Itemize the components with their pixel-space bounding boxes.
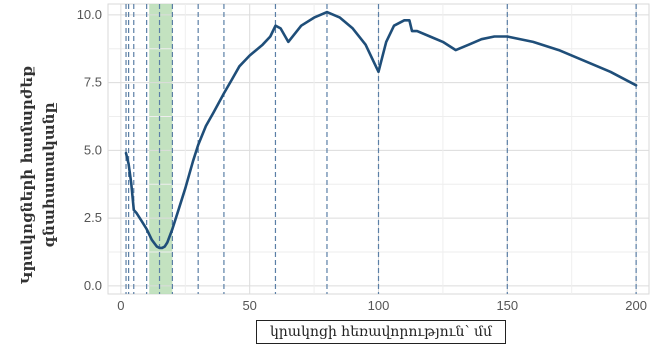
series-layer [124, 10, 638, 250]
highlight-band [149, 4, 173, 294]
x-tick-label: 50 [242, 298, 256, 313]
y-axis-title-line-2: գնահատականը [40, 103, 58, 248]
y-tick-label: 0.0 [84, 278, 102, 293]
x-tick-label: 200 [625, 298, 647, 313]
highlight-band-layer [149, 4, 173, 294]
y-tick-label: 7.5 [84, 75, 102, 90]
x-tick-label: 0 [117, 298, 124, 313]
x-tick-label: 150 [496, 298, 518, 313]
x-axis-title: կրակոցի հեռավորություն՝ մմ [256, 320, 506, 344]
series-line [124, 10, 638, 250]
y-tick-label: 10.0 [77, 7, 102, 22]
y-tick-labels: 0.0 2.5 5.0 7.5 10.0 [77, 7, 102, 293]
y-axis-title: Կրակոցների համարժեք գնահատականը [18, 66, 58, 284]
x-tick-labels: 0 50 100 150 200 [117, 298, 647, 313]
y-axis-title-line-1: Կրակոցների համարժեք [18, 66, 36, 284]
y-tick-label: 5.0 [84, 142, 102, 157]
x-tick-label: 100 [368, 298, 390, 313]
y-tick-label: 2.5 [84, 210, 102, 225]
